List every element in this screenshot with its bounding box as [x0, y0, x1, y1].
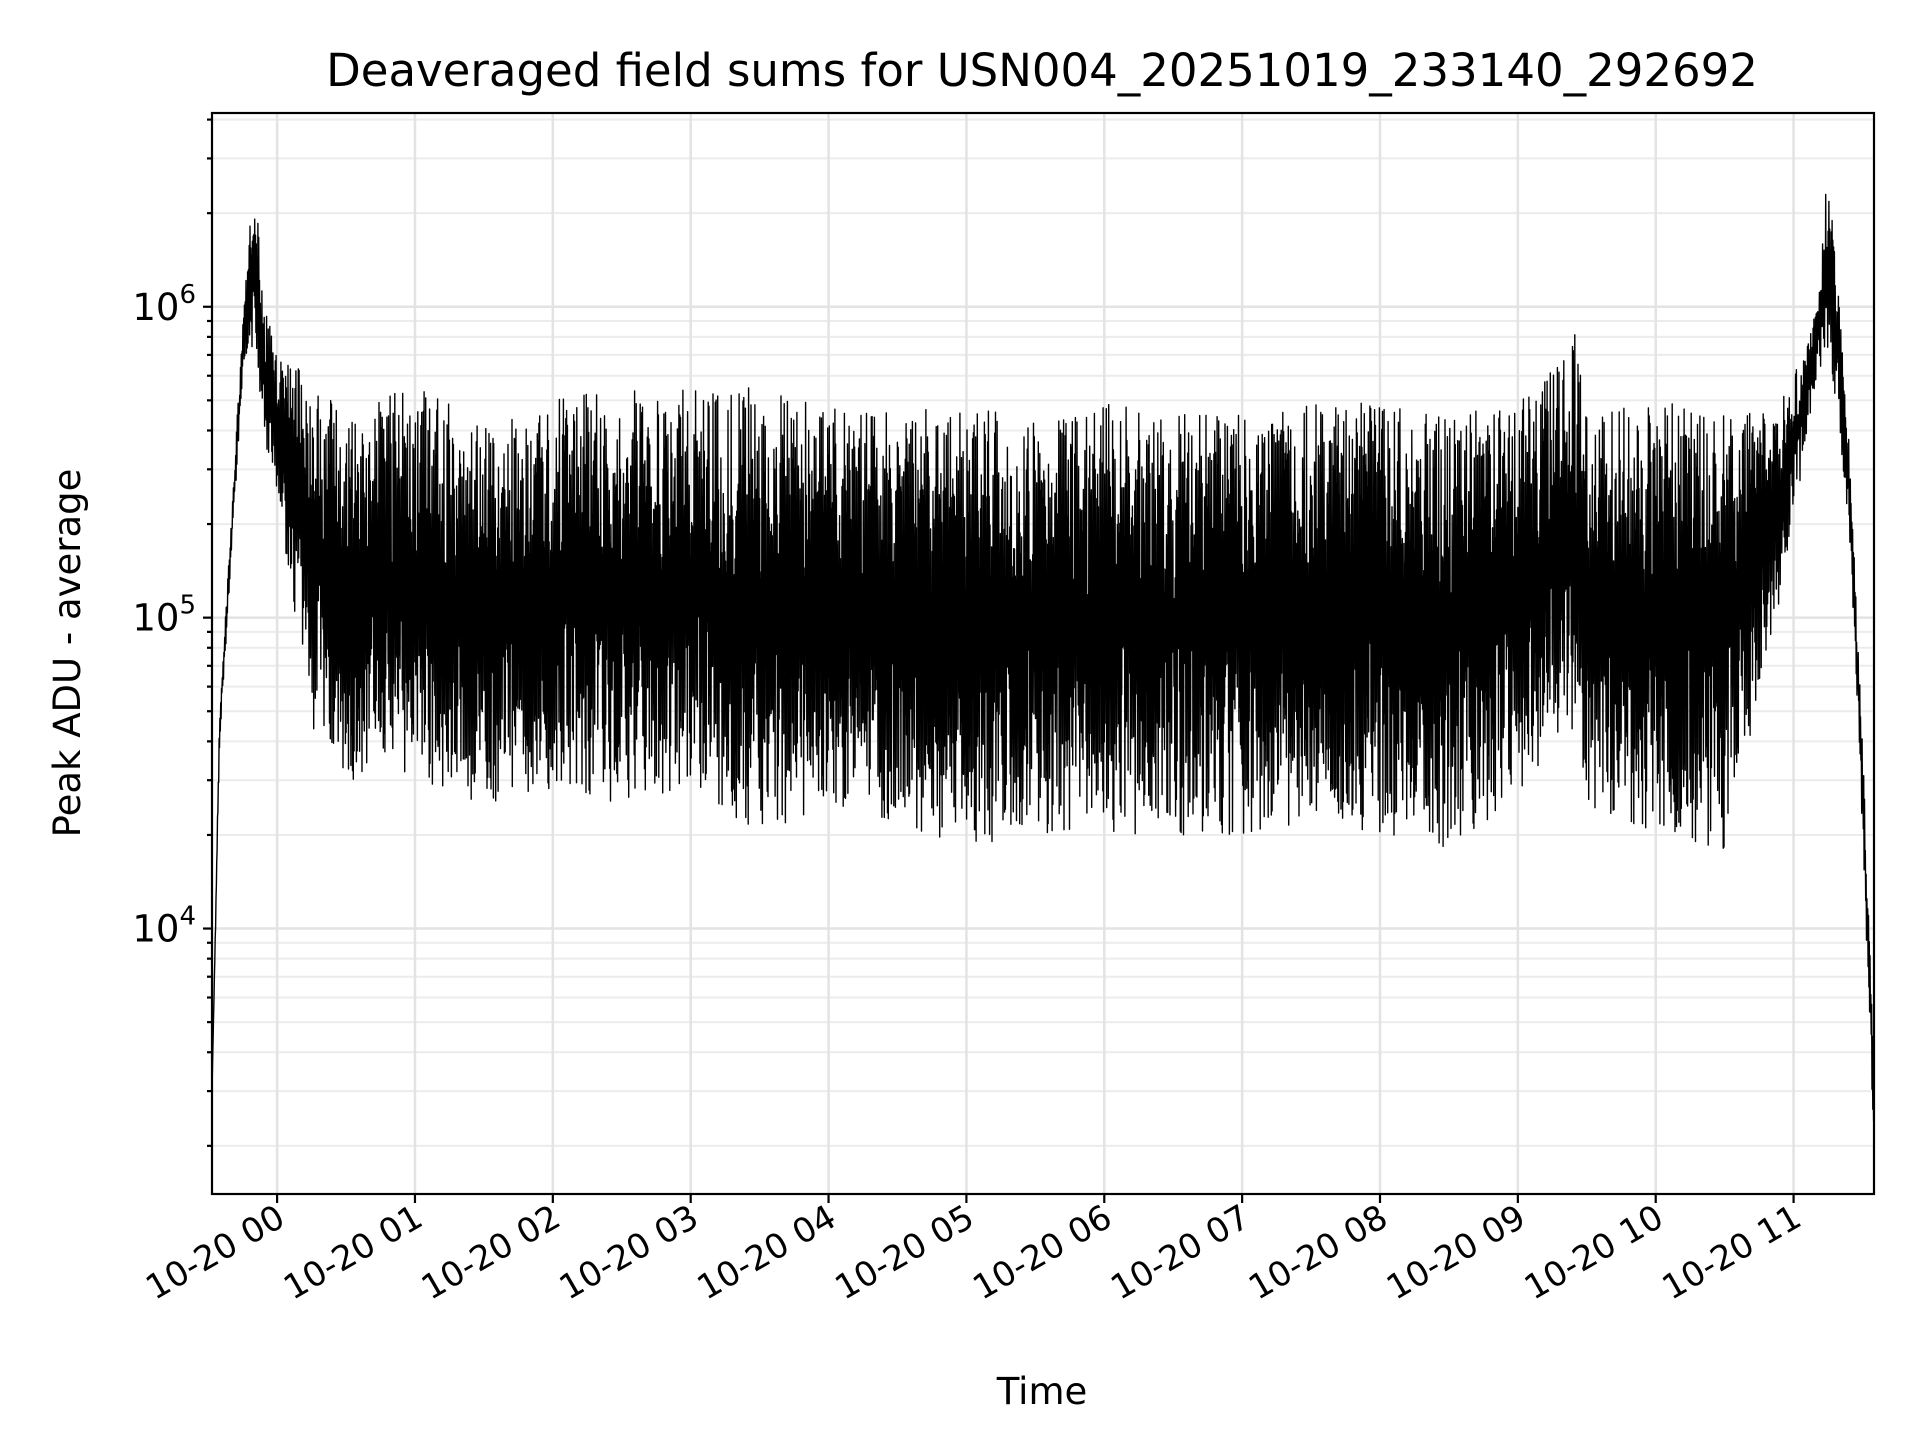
y-axis-label: Peak ADU - average [46, 469, 89, 838]
y-tick-label: 104 [132, 902, 196, 951]
y-tick-label: 106 [132, 280, 196, 329]
series-line [211, 193, 1875, 1122]
y-axis: 104 105 106 [132, 118, 212, 1147]
plot-frame [210, 111, 1876, 1196]
chart-title: Deaveraged field sums for USN004_2025101… [326, 44, 1758, 97]
series-layer [211, 193, 1875, 1122]
x-axis-label: Time [996, 1370, 1088, 1413]
y-tick-label: 105 [132, 591, 196, 640]
